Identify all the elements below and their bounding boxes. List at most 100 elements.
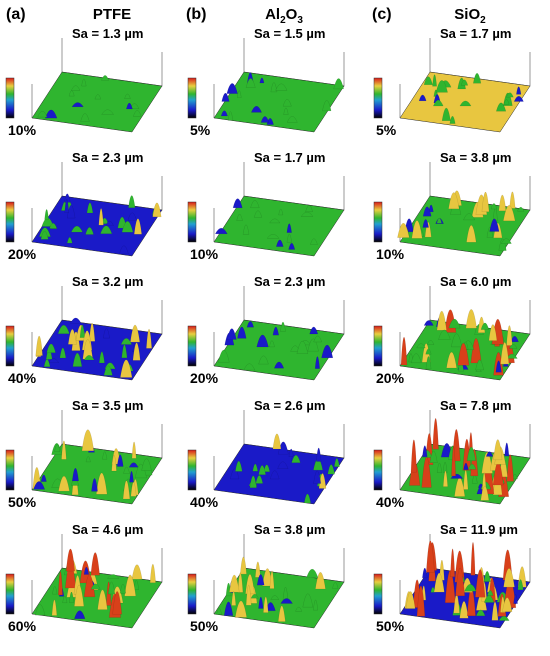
surface-peak <box>218 349 230 363</box>
surface-peak <box>508 344 518 349</box>
surface-peak <box>513 594 518 604</box>
colorbar <box>5 449 15 491</box>
surface-peak <box>130 324 141 343</box>
surface-peak <box>506 325 513 346</box>
surface-peak <box>253 210 263 218</box>
panel-letter-b: (b) <box>186 6 207 23</box>
surface-base <box>213 443 345 505</box>
surface-peak <box>215 227 228 235</box>
concentration-label: 50% <box>376 618 405 634</box>
surface-peak <box>427 340 435 345</box>
surface-peak <box>503 99 510 105</box>
panel-letter-a: (a) <box>6 6 26 23</box>
surface-peak <box>397 223 410 238</box>
surface-peak <box>132 342 141 361</box>
surface-peak <box>120 359 133 378</box>
surface-peak <box>62 595 68 603</box>
concentration-label: 20% <box>8 246 37 262</box>
panel-title-sio2: SiO2 <box>454 6 486 26</box>
surface-peak <box>483 571 491 582</box>
surface-peak <box>236 213 243 221</box>
surface-peak <box>225 582 232 597</box>
surface-peak <box>288 448 294 457</box>
roughness-label: Sa = 6.0 µm <box>440 274 512 289</box>
surface-peak <box>149 563 156 583</box>
surface-peak <box>436 310 447 331</box>
surface-peak <box>405 591 416 609</box>
surface-peak <box>465 309 477 329</box>
surface-peak <box>107 574 120 579</box>
concentration-label: 10% <box>376 246 405 262</box>
concentration-label: 10% <box>190 246 219 262</box>
surface-peak <box>127 212 137 221</box>
surface-base <box>399 567 531 629</box>
surface-peak <box>235 460 243 472</box>
surface-peak <box>313 599 318 611</box>
surface-peak <box>506 454 514 482</box>
surface-peak <box>433 99 444 107</box>
surface-peak <box>83 566 89 575</box>
surface-peak <box>65 548 75 572</box>
surface-peak <box>302 593 314 608</box>
surface-peak <box>305 205 313 212</box>
surface-peak <box>296 340 309 354</box>
surface-peak <box>435 80 448 93</box>
surface-peak <box>450 548 455 577</box>
roughness-label: Sa = 7.8 µm <box>440 398 512 413</box>
surface-peak <box>44 209 49 220</box>
concentration-label: 50% <box>8 494 37 510</box>
surface-peak <box>146 328 152 349</box>
surface-peak <box>321 344 334 359</box>
surface-peak <box>429 450 438 463</box>
surface-peak <box>130 481 137 497</box>
surface-peak <box>245 584 252 606</box>
surface-peak <box>506 92 514 98</box>
surface-peak <box>448 318 461 329</box>
surface-peak <box>152 202 162 218</box>
surface-peak <box>509 191 516 209</box>
surface-peak <box>443 470 448 487</box>
surface-plot-r1-c0 <box>5 162 163 257</box>
surface-peak <box>45 109 58 119</box>
surface-peak <box>220 110 228 117</box>
surface-plot-r4-c2 <box>373 534 531 629</box>
surface-peak <box>221 93 230 102</box>
surface-peak <box>464 583 477 592</box>
surface-peak <box>81 78 87 87</box>
colorbar <box>187 325 197 367</box>
surface-peak <box>107 581 116 595</box>
surface-peak <box>83 355 95 361</box>
surface-plot-r1-c1 <box>187 162 345 257</box>
surface-peak <box>37 111 48 118</box>
surface-peak <box>141 458 152 471</box>
surface-peak <box>513 96 524 102</box>
surface-peak <box>310 238 318 245</box>
panel-title-ptfe: PTFE <box>92 6 132 23</box>
surface-plot-r4-c1 <box>187 534 345 629</box>
colorbar <box>5 77 15 119</box>
surface-peak <box>258 596 264 609</box>
surface-peak <box>70 317 82 324</box>
surface-peak <box>72 468 79 482</box>
surface-peak <box>46 343 56 353</box>
surface-peak <box>278 208 284 216</box>
surface-peak <box>475 609 486 617</box>
surface-peak <box>430 587 436 593</box>
surface-peak <box>69 591 74 603</box>
surface-peak <box>306 568 319 578</box>
surface-peak <box>216 608 222 615</box>
surface-peak <box>51 599 58 616</box>
surface-peak <box>432 74 437 87</box>
surface-peak <box>473 73 482 84</box>
surface-peak <box>467 463 477 470</box>
concentration-label: 40% <box>190 494 219 510</box>
surface-peak <box>286 233 292 243</box>
colorbar <box>5 573 15 615</box>
roughness-label: Sa = 2.3 µm <box>254 274 326 289</box>
colorbar <box>5 325 15 367</box>
colorbar <box>373 325 383 367</box>
surface-peak <box>480 322 490 330</box>
surface-peak <box>270 470 280 480</box>
surface-peak <box>250 200 260 208</box>
